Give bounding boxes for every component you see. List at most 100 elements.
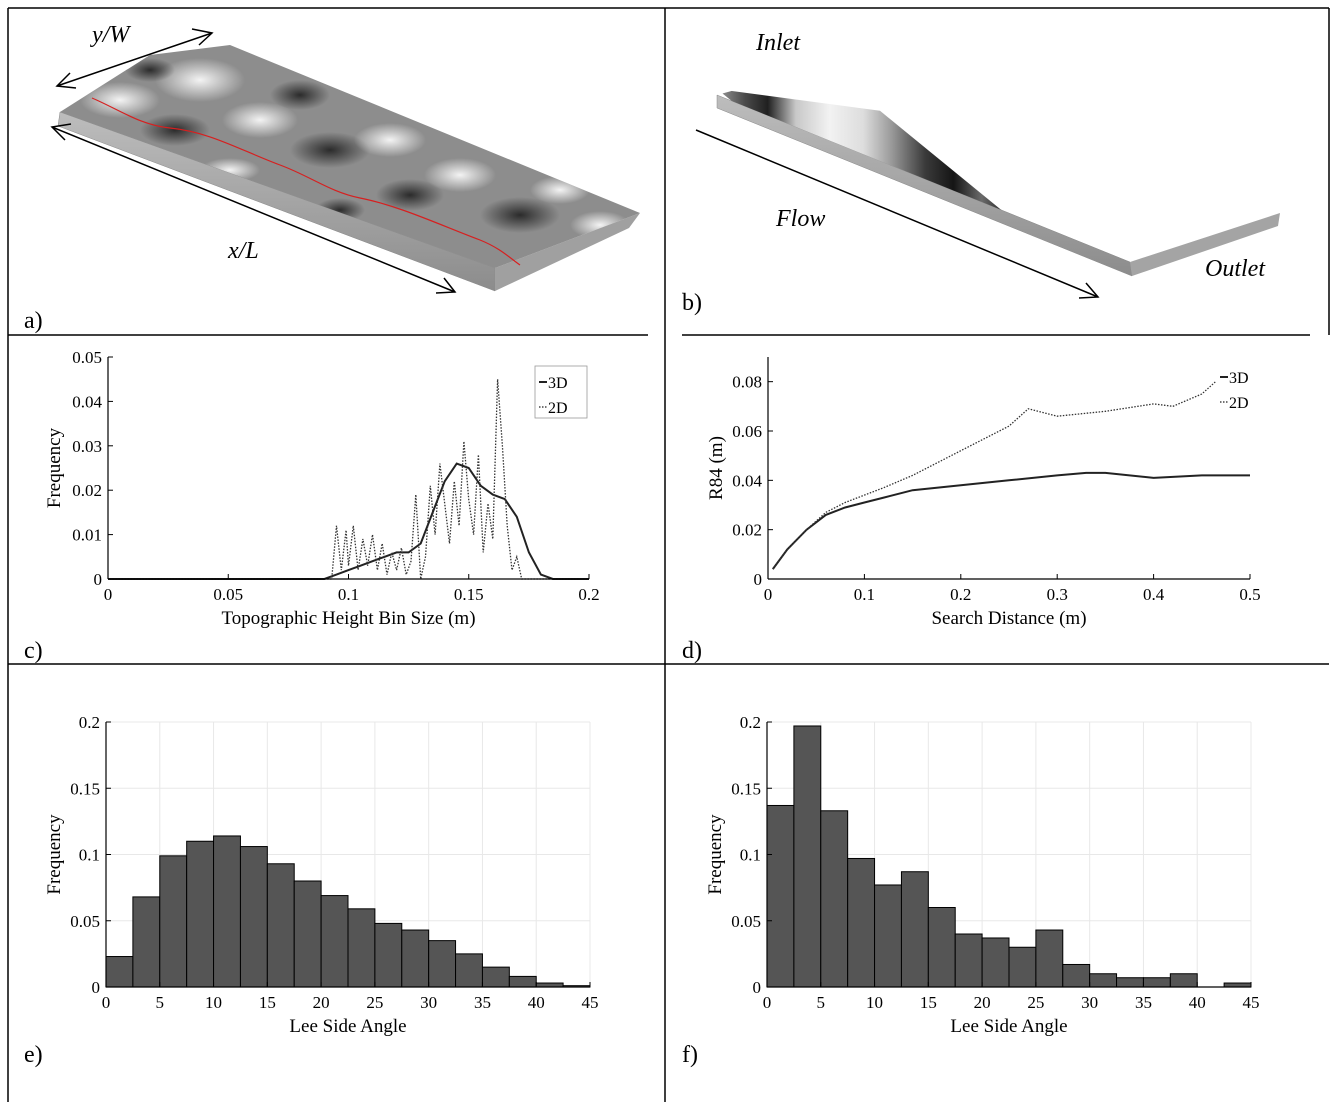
x-tick-label: 0: [764, 585, 773, 604]
y-tick-label: 0.02: [72, 481, 102, 500]
y-tick-label: 0.05: [70, 912, 100, 931]
y-tick-label: 0.2: [740, 713, 761, 732]
y-tick-label: 0: [92, 978, 101, 997]
x-tick-label: 30: [1081, 993, 1098, 1012]
chart-e-lee-side-histogram-3d: 0 5 10 15 20 25 30 35 40 45 0 0.05 0.1 0.15 0.2 Lee Sid…: [44, 713, 599, 1037]
histogram-bar: [159, 855, 188, 988]
flow-arrow-line: [695, 129, 1099, 298]
legend-label-2D: 2D: [1229, 395, 1249, 412]
chart-c-topographic-height: 0 0.05 0.1 0.15 0.2 0 0.01 0.02 0.03 0.04 0.05 Topo…: [44, 348, 600, 629]
chart-f-lee-side-histogram-2d: 0 5 10 15 20 25 30 35 40 45 0 0.05 0.1 0.15 0.2 Lee Sid…: [705, 713, 1260, 1037]
x-tick-label: 15: [259, 993, 276, 1012]
y-tick-label: 0: [753, 978, 762, 997]
histogram-bar: [293, 880, 322, 988]
histogram-bar: [900, 871, 929, 988]
histogram-bar: [874, 884, 902, 988]
x-tick-label: 0: [102, 993, 111, 1012]
x-tick-label: 0.5: [1239, 585, 1260, 604]
series-line-2D: [108, 379, 589, 580]
legend-label-3D: 3D: [548, 375, 568, 392]
inlet-label: Inlet: [755, 30, 801, 56]
histogram-bar: [1089, 973, 1118, 988]
surface-b-side-front: [716, 94, 1133, 277]
y-tick-label: 0.15: [70, 779, 100, 798]
x-tick-label: 0.4: [1143, 585, 1165, 604]
y-tick-label: 0.05: [731, 912, 761, 931]
y-tick-label: 0.1: [79, 846, 100, 865]
panel-d-label: d): [682, 638, 702, 664]
legend-label-3D: 3D: [1229, 370, 1249, 387]
x-axis-title: Lee Side Angle: [289, 1016, 406, 1037]
y-tick-label: 0.04: [72, 392, 102, 411]
x-tick-label: 35: [1135, 993, 1152, 1012]
histogram-bar: [954, 933, 983, 988]
legend-box: [1216, 361, 1252, 413]
outlet-label: Outlet: [1205, 256, 1266, 282]
red-profile-trace: [91, 97, 521, 266]
x-tick-label: 40: [1189, 993, 1206, 1012]
histogram-bar: [239, 846, 268, 988]
x-tick-label: 0.15: [454, 585, 484, 604]
y-tick-label: 0.06: [732, 422, 762, 441]
arrow-y-head-left: [55, 72, 77, 89]
histogram-bar: [793, 725, 822, 988]
histogram-bar: [428, 940, 457, 988]
x-tick-label: 25: [366, 993, 383, 1012]
legend-label-2D: 2D: [548, 400, 568, 417]
x-tick-label: 10: [205, 993, 222, 1012]
surface-b-side-right: [1130, 213, 1280, 276]
y-tick-label: 0: [94, 570, 103, 589]
x-tick-label: 45: [582, 993, 599, 1012]
x-tick-label: 40: [528, 993, 545, 1012]
flow-label: Flow: [775, 206, 825, 232]
arrow-y-line: [56, 32, 213, 87]
histogram-bar: [766, 804, 795, 988]
surface-side-right: [495, 213, 640, 291]
histogram-bar: [1008, 946, 1037, 988]
x-tick-label: 45: [1243, 993, 1260, 1012]
legend-box: [534, 365, 588, 419]
histogram-bar: [981, 937, 1010, 988]
y-tick-label: 0.08: [732, 373, 762, 392]
series-line-2D: [772, 376, 1222, 570]
x-axis-title: Search Distance (m): [931, 608, 1086, 629]
x-tick-label: 15: [920, 993, 937, 1012]
x-axis-title: Topographic Height Bin Size (m): [221, 608, 475, 629]
y-tick-label: 0.02: [732, 521, 762, 540]
y-tick-label: 0.05: [72, 348, 102, 367]
x-axis-title: Lee Side Angle: [950, 1016, 1067, 1037]
histogram-bar: [927, 907, 956, 988]
y-tick-label: 0.2: [79, 713, 100, 732]
surface-b-top: [717, 88, 1280, 262]
histogram-bar: [1116, 977, 1144, 988]
x-tick-label: 0: [104, 585, 113, 604]
y-tick-label: 0.1: [740, 846, 761, 865]
chart-d-r84-search-distance: 0 0.1 0.2 0.3 0.4 0.5 0 0.02 0.04 0.06 0.08 Search …: [706, 357, 1261, 629]
panel-grid-lines: [7, 7, 1330, 1102]
x-tick-label: 0.1: [854, 585, 875, 604]
histogram-bar: [820, 810, 849, 988]
panel-b-surface-render: [716, 88, 1280, 277]
histogram-bar: [401, 929, 430, 988]
panel-a-arrows: [50, 28, 457, 294]
y-tick-label: 0.01: [72, 526, 102, 545]
panel-a-surface-render: [57, 45, 640, 292]
x-tick-label: 25: [1027, 993, 1044, 1012]
panel-c-label: c): [24, 638, 43, 664]
series-line-3D: [108, 462, 589, 580]
histogram-bar: [455, 953, 483, 988]
arrow-y-head-right: [191, 28, 214, 46]
panel-b-label: b): [682, 290, 702, 316]
histogram-bar: [1142, 977, 1171, 988]
x-tick-label: 0.05: [213, 585, 243, 604]
histogram-bar: [481, 966, 510, 988]
histogram-bar: [213, 835, 241, 988]
x-tick-label: 20: [974, 993, 991, 1012]
histogram-bar: [320, 895, 349, 988]
histogram-bar: [508, 975, 537, 988]
arrow-x-label: x/L: [227, 238, 259, 264]
y-axis-title: R84 (m): [706, 436, 727, 500]
y-tick-label: 0: [754, 570, 763, 589]
x-tick-label: 5: [817, 993, 826, 1012]
histogram-bar: [1169, 973, 1198, 988]
